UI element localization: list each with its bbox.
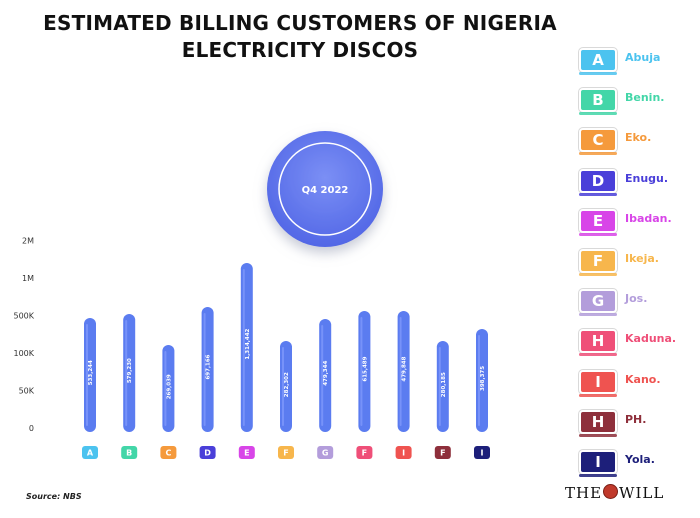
bar-highlight [164, 351, 167, 426]
legend-badge: E [579, 208, 617, 236]
source-note: Source: NBS [26, 492, 82, 501]
legend-label: Ibadan. [625, 211, 672, 225]
bars [84, 263, 488, 432]
bar-value-label: 269,039 [166, 374, 172, 399]
y-tick-label: 500K [13, 312, 34, 321]
legend-label: Ikeja. [625, 252, 659, 265]
y-tick-label: 0 [29, 424, 34, 433]
y-axis: 0 50K 100K 500K 1M 2M [13, 237, 34, 434]
category-badge [278, 446, 294, 459]
legend-badge: C [579, 128, 617, 156]
legend-item: I Yola. [575, 450, 695, 477]
chart-title-line-2: ELECTRICITY DISCOS [181, 38, 419, 62]
bar-value-label: 533,244 [88, 360, 94, 385]
category-badge [82, 446, 98, 459]
category-badge-label: G [322, 449, 329, 458]
bar-highlight [125, 320, 128, 426]
bar-highlight [282, 347, 284, 426]
legend-label: Jos. [625, 292, 648, 306]
legend-item: A Abuja [575, 48, 695, 75]
bar-highlight [86, 324, 88, 426]
category-badge [395, 446, 412, 459]
globe-icon [603, 484, 619, 499]
legend-label: Yola. [625, 453, 655, 466]
legend-label: Eko. [625, 131, 652, 145]
logo-text-right: WILL [619, 484, 665, 502]
publisher-logo: THE WILL [565, 484, 664, 502]
legend-label: Benin. [625, 91, 665, 105]
legend-label: Kano. [625, 372, 661, 386]
legend-badge: D [579, 168, 617, 196]
legend-badge: I [579, 450, 617, 477]
legend-item: E Ibadan. [575, 208, 695, 236]
category-badge [199, 446, 216, 459]
period-badge: Q4 2022 [267, 131, 383, 247]
legend-label: Enugu. [625, 171, 669, 185]
legend-label: Abuja [625, 51, 661, 64]
category-badge-label: C [165, 449, 171, 458]
legend-item: D Enugu. [575, 168, 695, 196]
bar-value-label: 282,302 [284, 372, 290, 397]
bar-highlight [478, 335, 480, 426]
bar-value-label: 615,489 [362, 356, 368, 381]
legend-item: F Ikeja. [575, 249, 695, 276]
bar-value-label: 479,848 [402, 356, 408, 381]
bar-highlight [438, 347, 441, 426]
bar-highlight [399, 317, 402, 426]
logo-text-left: THE [565, 484, 603, 502]
category-badge [356, 446, 373, 459]
category-badge-label: I [481, 449, 484, 458]
category-badge [160, 446, 177, 459]
y-tick-label: 50K [19, 387, 35, 396]
bar-highlight [203, 313, 206, 426]
legend-badge: F [579, 249, 617, 276]
y-tick-label: 2M [22, 237, 34, 246]
legend-label: PH. [625, 412, 647, 426]
category-badge [474, 446, 490, 459]
legend-badge: G [579, 289, 617, 317]
value-labels: 533,244 579,230 269,039 697,166 1,314,442 282… [88, 328, 486, 399]
legend-item: G Jos. [575, 289, 695, 317]
category-badge-label: F [283, 449, 288, 458]
bar-value-label: 479,344 [323, 361, 329, 386]
category-badge-label: F [362, 449, 367, 458]
legend-item: H PH. [575, 409, 695, 437]
chart-title: ESTIMATED BILLING CUSTOMERS OF NIGERIA E… [20, 10, 580, 64]
bar-highlight [242, 269, 245, 426]
bar-value-label: 280,185 [441, 372, 447, 397]
bar-value-label: 1,314,442 [245, 328, 251, 359]
legend-badge: H [579, 409, 617, 437]
legend-item: H Kaduna. [575, 329, 695, 357]
category-badge [434, 446, 451, 459]
legend-badge: A [579, 48, 617, 75]
legend-item: I Kano. [575, 369, 695, 397]
legend-item: C Eko. [575, 128, 695, 156]
category-badge-label: F [440, 449, 445, 458]
legend-badge: H [579, 329, 617, 357]
bar-value-label: 398,375 [480, 366, 486, 391]
bar-value-label: 697,166 [206, 354, 212, 379]
category-badge-label: D [204, 449, 211, 458]
category-badge-label: A [87, 449, 94, 458]
chart-title-line-1: ESTIMATED BILLING CUSTOMERS OF NIGERIA [43, 11, 557, 35]
legend-label: Kaduna. [625, 332, 677, 346]
y-tick-label: 1M [22, 274, 34, 283]
category-badge [238, 446, 255, 459]
category-badge [121, 446, 138, 459]
bar-highlight [360, 317, 363, 426]
period-badge-label: Q4 2022 [302, 185, 349, 196]
legend-badge: B [579, 88, 617, 116]
category-badge-label: E [244, 449, 249, 458]
legend-item: B Benin. [575, 88, 695, 116]
category-badge [317, 446, 334, 459]
y-tick-label: 100K [13, 349, 34, 358]
bar-value-label: 579,230 [127, 358, 133, 383]
category-badge-label: B [126, 449, 132, 458]
legend-badge: I [579, 369, 617, 397]
category-badge-label: I [402, 449, 405, 458]
bar-highlight [321, 325, 324, 426]
